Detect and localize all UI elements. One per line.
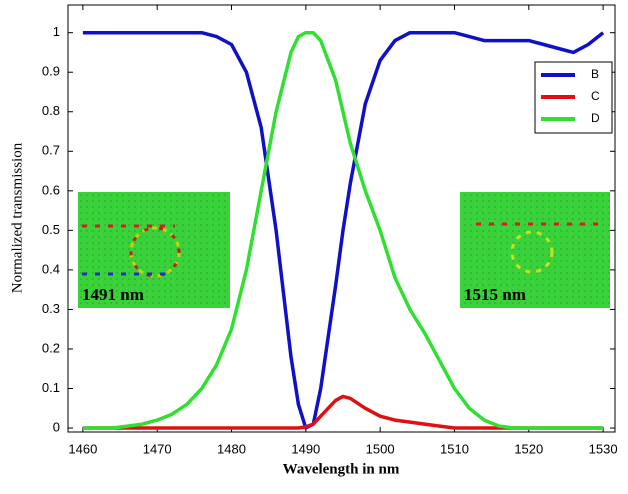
y-tick-label: 0.2 bbox=[42, 340, 60, 355]
inset-left: 1491 nm bbox=[78, 192, 230, 308]
y-tick-label: 1 bbox=[53, 24, 60, 39]
y-tick-label: 0.6 bbox=[42, 182, 60, 197]
x-tick-label: 1510 bbox=[440, 441, 469, 456]
x-tick-label: 1460 bbox=[68, 441, 97, 456]
legend-label: C bbox=[591, 89, 600, 103]
x-tick-label: 1480 bbox=[217, 441, 246, 456]
x-tick-label: 1530 bbox=[589, 441, 618, 456]
y-tick-label: 0.7 bbox=[42, 143, 60, 158]
inset-right: 1515 nm bbox=[460, 192, 610, 308]
y-tick-label: 0.8 bbox=[42, 103, 60, 118]
y-axis-label: Normalized transmission bbox=[9, 142, 25, 293]
x-tick-label: 1500 bbox=[366, 441, 395, 456]
legend-label: D bbox=[591, 111, 600, 125]
y-tick-label: 0.1 bbox=[42, 380, 60, 395]
legend: BCD bbox=[534, 61, 613, 134]
x-tick-label: 1470 bbox=[143, 441, 172, 456]
series-line bbox=[82, 30, 604, 430]
y-tick-label: 0.9 bbox=[42, 64, 60, 79]
annotation: 1491 nm bbox=[82, 285, 144, 304]
x-tick-label: 1520 bbox=[514, 441, 543, 456]
x-axis-label: Wavelength in nm bbox=[283, 461, 400, 477]
annotation: 1515 nm bbox=[464, 285, 526, 304]
y-tick-label: 0.4 bbox=[42, 261, 60, 276]
y-tick-label: 0.3 bbox=[42, 301, 60, 316]
y-tick-label: 0 bbox=[53, 419, 60, 434]
y-tick-label: 0.5 bbox=[42, 222, 60, 237]
x-tick-label: 1490 bbox=[291, 441, 320, 456]
series-line bbox=[82, 30, 605, 430]
legend-label: B bbox=[591, 67, 599, 81]
